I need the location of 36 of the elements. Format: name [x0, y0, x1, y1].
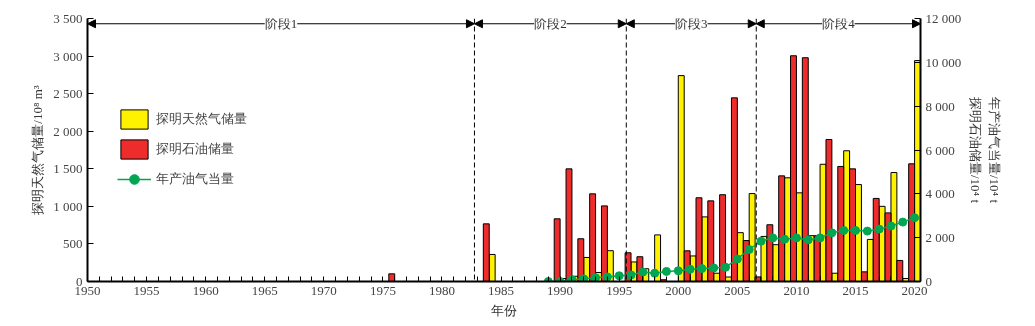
annotation: 阶段4	[822, 16, 856, 32]
y2-axis-title: 探明石油储量/10⁴ t 年产油气当量/10⁴ t	[968, 97, 1002, 204]
x-tick-label: 1955	[133, 282, 160, 298]
x-tick-label: 2005	[724, 282, 751, 298]
x-tick-label: 1975	[369, 282, 396, 298]
y2-tick-label: 2 000	[925, 230, 955, 246]
y-tick-label: 2 000	[53, 123, 83, 139]
y2-tick-label: 12 000	[925, 11, 962, 26]
x-tick-label: 1965	[251, 282, 278, 298]
y-tick-label: 2 500	[53, 86, 83, 102]
y-tick-label: 3 000	[53, 48, 83, 64]
x-tick-label: 1960	[192, 282, 219, 298]
legend-label: 探明天然气储量	[156, 110, 247, 128]
y-tick-label: 1 000	[53, 198, 83, 214]
y-axis-title: 探明天然气储量/10⁸ m³	[30, 85, 46, 215]
y2-tick-label: 8 000	[925, 98, 955, 114]
y-tick-label: 3 500	[53, 11, 83, 26]
y2-tick-label: 10 000	[925, 54, 962, 70]
x-axis-title: 年份	[491, 302, 517, 318]
x-tick-label: 1970	[310, 282, 337, 298]
x-tick-label: 1980	[428, 282, 455, 298]
annotation: 阶段2	[534, 16, 567, 32]
legend-label: 探明石油储量	[156, 140, 234, 158]
annotation: 阶段1	[264, 16, 298, 32]
y2-tick-label: 6 000	[925, 142, 955, 158]
y2-tick-label: 4 000	[925, 186, 955, 202]
x-tick-label: 2015	[842, 282, 869, 298]
x-tick-label: 2010	[783, 282, 810, 298]
x-tick-label: 1995	[606, 282, 633, 298]
x-tick-label: 1990	[547, 282, 574, 298]
y-tick-label: 500	[63, 236, 83, 252]
legend-label: 年产油气当量	[156, 170, 234, 188]
annotation: 阶段3	[675, 16, 708, 32]
y-tick-label: 1 500	[53, 161, 83, 177]
x-tick-label: 2000	[665, 282, 692, 298]
x-tick-label: 1985	[488, 282, 515, 298]
